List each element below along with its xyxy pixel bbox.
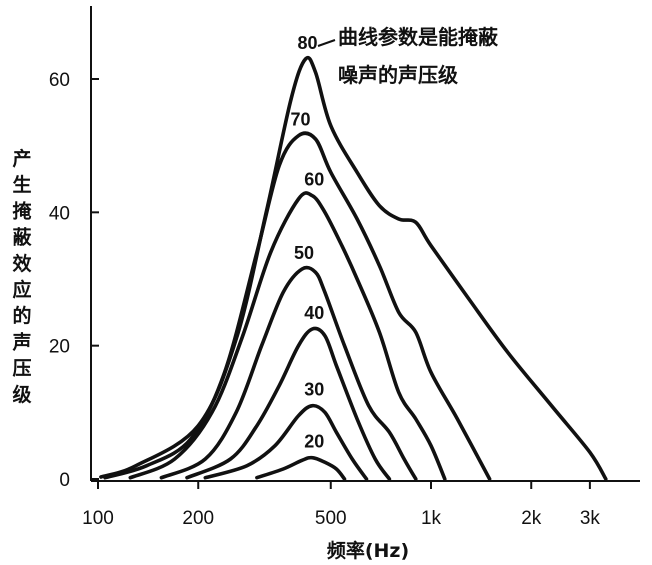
- x-tick-label: 2k: [521, 508, 542, 529]
- annotation-line-2: 噪声的声压级: [338, 63, 458, 87]
- curve-70: [103, 131, 492, 481]
- y-tick-label: 20: [49, 337, 70, 358]
- curve-30: [203, 403, 369, 481]
- y-ticks: 0 20 40 60: [49, 70, 99, 491]
- curve-label-20: 20: [304, 432, 324, 452]
- curve-label-80: 80: [298, 33, 318, 53]
- curves: [99, 55, 608, 481]
- curve-labels: 80 70 60 50 40 30 20: [290, 33, 324, 452]
- x-tick-label: 100: [82, 508, 114, 529]
- curve-20: [255, 455, 347, 481]
- curve-label-70: 70: [290, 110, 310, 130]
- curve-label-50: 50: [294, 243, 314, 263]
- curve-50: [159, 265, 418, 481]
- y-tick-label: 40: [49, 203, 70, 224]
- curve-label-40: 40: [304, 303, 324, 323]
- annotation-line-1: 曲线参数是能掩蔽: [338, 25, 499, 49]
- axes: [90, 6, 640, 482]
- curve-60: [128, 191, 447, 481]
- x-tick-label: 500: [315, 508, 347, 529]
- x-tick-label: 1k: [421, 508, 442, 529]
- curve-40: [185, 326, 392, 481]
- x-ticks: 100 200 500 1k 2k 3k: [82, 481, 600, 529]
- curve-label-60: 60: [304, 170, 324, 190]
- curve-label-30: 30: [304, 380, 324, 400]
- y-axis-title: 产生掩蔽效应的声压级: [11, 147, 32, 406]
- x-tick-label: 3k: [580, 508, 601, 529]
- y-tick-label: 60: [49, 70, 70, 91]
- annotation-leader: [317, 39, 336, 47]
- x-axis-title: 频率(Hz): [327, 539, 409, 562]
- x-tick-label: 200: [182, 508, 214, 529]
- y-tick-label: 0: [59, 470, 70, 491]
